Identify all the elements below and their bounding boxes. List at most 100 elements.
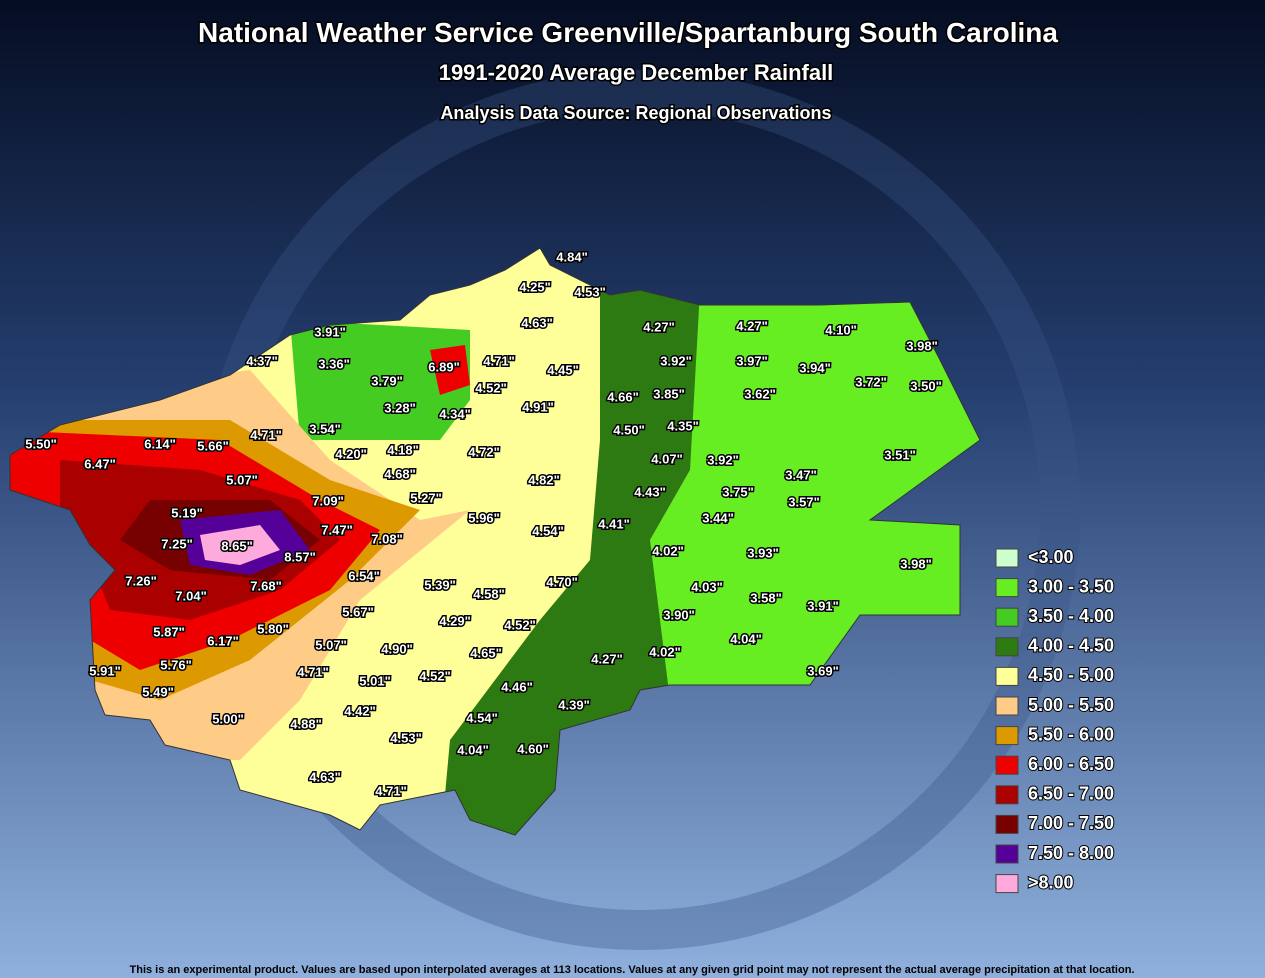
- station-label: 4.58": [473, 586, 504, 601]
- station-label: 4.04": [730, 631, 761, 646]
- legend-label: 5.00 - 5.50: [1028, 695, 1114, 715]
- station-label: 3.54": [309, 421, 340, 436]
- station-label: 4.52": [475, 380, 506, 395]
- station-label: 7.09": [312, 493, 343, 508]
- station-label: 4.52": [419, 668, 450, 683]
- station-label: 6.17": [207, 633, 238, 648]
- station-label: 4.70": [546, 574, 577, 589]
- legend-label: >8.00: [1028, 872, 1074, 892]
- legend-swatch: [995, 844, 1019, 864]
- legend-label: 6.50 - 7.00: [1028, 784, 1114, 804]
- station-label: 4.27": [736, 318, 767, 333]
- station-label: 4.42": [344, 703, 375, 718]
- station-label: 4.50": [613, 422, 644, 437]
- legend-swatch: [995, 814, 1019, 834]
- station-label: 4.71": [297, 664, 328, 679]
- station-label: 4.07": [651, 451, 682, 466]
- station-label: 4.02": [652, 543, 683, 558]
- station-label: 4.34": [439, 406, 470, 421]
- legend: <3.00 3.00 - 3.50 3.50 - 4.00 4.00 - 4.50 4.…: [995, 546, 1115, 894]
- station-label: 3.62": [744, 386, 775, 401]
- station-label: 4.54": [532, 523, 563, 538]
- station-label: 4.53": [574, 284, 605, 299]
- station-label: 7.04": [175, 588, 206, 603]
- legend-label: 7.00 - 7.50: [1028, 813, 1114, 833]
- station-label: 4.68": [384, 466, 415, 481]
- station-label: 3.69": [807, 663, 838, 678]
- station-label: 6.14": [144, 436, 175, 451]
- station-label: 6.89": [428, 359, 459, 374]
- station-label: 7.08": [371, 531, 402, 546]
- station-label: 7.25": [161, 536, 192, 551]
- station-label: 3.36": [318, 356, 349, 371]
- station-label: 5.76": [160, 657, 191, 672]
- station-label: 3.58": [750, 590, 781, 605]
- station-label: 3.92": [707, 452, 738, 467]
- legend-label: 3.50 - 4.00: [1028, 606, 1114, 626]
- station-label: 4.04": [457, 742, 488, 757]
- station-label: 3.94": [799, 360, 830, 375]
- station-label: 4.65": [470, 645, 501, 660]
- legend-swatch: [995, 726, 1019, 746]
- station-label: 4.71": [483, 353, 514, 368]
- station-label: 6.47": [84, 456, 115, 471]
- legend-label: <3.00: [1028, 547, 1074, 567]
- legend-swatch: [995, 696, 1019, 716]
- station-label: 3.72": [855, 374, 886, 389]
- legend-label: 7.50 - 8.00: [1028, 843, 1114, 863]
- legend-swatch: [995, 666, 1019, 686]
- station-label: 3.91": [807, 598, 838, 613]
- station-label: 5.00": [212, 711, 243, 726]
- station-label: 3.85": [653, 386, 684, 401]
- station-label: 4.37": [246, 353, 277, 368]
- station-label: 4.82": [528, 472, 559, 487]
- station-label: 4.71": [250, 427, 281, 442]
- station-label: 4.18": [387, 442, 418, 457]
- station-label: 5.67": [342, 604, 373, 619]
- station-label: 4.20": [335, 446, 366, 461]
- source: Analysis Data Source: Regional Observati…: [440, 103, 831, 123]
- station-label: 4.90": [381, 641, 412, 656]
- station-label: 3.97": [736, 353, 767, 368]
- station-label: 5.87": [153, 624, 184, 639]
- station-labels: 4.84" 4.25" 4.53" 4.63" 4.27" 4.27" 4.10" 3.98"…: [24, 248, 943, 800]
- legend-label: 4.00 - 4.50: [1028, 636, 1114, 656]
- station-label: 4.66": [607, 389, 638, 404]
- station-label: 3.47": [785, 467, 816, 482]
- station-label: 5.19": [171, 505, 202, 520]
- station-label: 4.03": [691, 579, 722, 594]
- station-label: 4.43": [634, 484, 665, 499]
- station-label: 5.49": [142, 684, 173, 699]
- station-label: 3.98": [906, 338, 937, 353]
- station-label: 3.92": [660, 353, 691, 368]
- station-label: 6.54": [348, 568, 379, 583]
- station-label: 4.54": [466, 710, 497, 725]
- legend-swatch: [995, 607, 1019, 627]
- legend-label: 5.50 - 6.00: [1028, 724, 1114, 744]
- station-label: 4.60": [517, 741, 548, 756]
- station-label: 3.28": [384, 400, 415, 415]
- subtitle: 1991-2020 Average December Rainfall: [439, 60, 834, 85]
- station-label: 4.39": [558, 697, 589, 712]
- legend-label: 3.00 - 3.50: [1028, 576, 1114, 596]
- station-label: 3.98": [900, 556, 931, 571]
- station-label: 4.84": [556, 249, 587, 264]
- legend-swatch: [995, 874, 1019, 894]
- station-label: 3.50": [910, 378, 941, 393]
- station-label: 4.45": [547, 362, 578, 377]
- legend-swatch: [995, 637, 1019, 657]
- station-label: 5.66": [197, 438, 228, 453]
- station-label: 4.71": [375, 783, 406, 798]
- station-label: 4.25": [519, 279, 550, 294]
- station-label: 7.68": [250, 578, 281, 593]
- station-label: 5.91": [89, 663, 120, 678]
- station-label: 4.91": [522, 399, 553, 414]
- station-label: 4.63": [309, 769, 340, 784]
- station-label: 3.57": [788, 494, 819, 509]
- station-label: 3.91": [314, 324, 345, 339]
- legend-label: 4.50 - 5.00: [1028, 665, 1114, 685]
- legend-swatch: [995, 578, 1019, 598]
- station-label: 4.53": [390, 730, 421, 745]
- station-label: 4.41": [598, 516, 629, 531]
